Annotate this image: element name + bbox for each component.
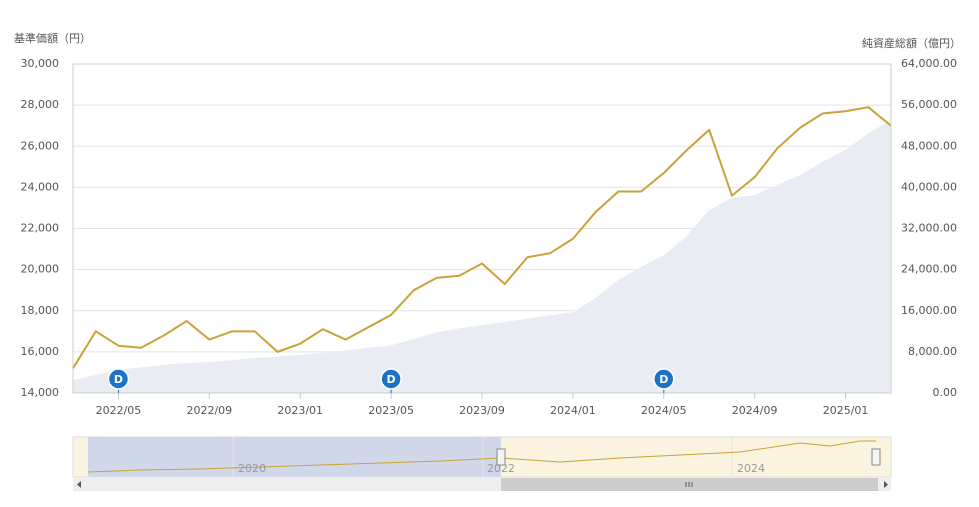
- y-tick-label: 22,000: [21, 222, 60, 235]
- y-tick-label: 16,000: [21, 345, 60, 358]
- dividend-marker: [107, 368, 130, 390]
- dividend-marker: [653, 368, 675, 390]
- x-tick-label: 2024/09: [732, 404, 778, 417]
- y2-tick-label: 16,000.00: [901, 304, 957, 317]
- y-axis-title: 基準価額（円）: [14, 31, 91, 45]
- y-tick-label: 20,000: [21, 263, 60, 276]
- dividend-label: D: [114, 373, 123, 386]
- navigator[interactable]: 2020 2022 2024: [72, 436, 892, 491]
- navigator-handle[interactable]: [496, 448, 506, 466]
- y2-tick-label: 56,000.00: [901, 98, 957, 111]
- scrollbar-grip: [685, 482, 693, 487]
- x-tick-label: 2022/09: [186, 404, 232, 417]
- navigator-label: 2020: [238, 462, 266, 475]
- navigator-handle[interactable]: [871, 448, 881, 466]
- x-tick-label: 2023/05: [368, 404, 414, 417]
- x-tick-label: 2023/09: [459, 404, 505, 417]
- navigator-label: 2024: [737, 462, 765, 475]
- navigator-label: 2022: [487, 462, 515, 475]
- y2-tick-label: 32,000.00: [901, 222, 957, 235]
- y-tick-label: 18,000: [21, 304, 60, 317]
- y2-tick-label: 40,000.00: [901, 180, 957, 193]
- y-tick-label: 26,000: [21, 139, 60, 152]
- y2-tick-label: 8,000.00: [908, 345, 957, 358]
- line: [72, 106, 892, 369]
- navigator-line: [87, 440, 876, 473]
- x-tick-label: 2025/01: [823, 404, 869, 417]
- y2-tick-label: 64,000.00: [901, 57, 957, 70]
- x-tick-label: 2024/05: [641, 404, 687, 417]
- dividend-label: D: [659, 373, 668, 386]
- y-tick-label: 28,000: [21, 98, 60, 111]
- x-tick-label: 2023/01: [277, 404, 323, 417]
- dividend-label: D: [387, 373, 396, 386]
- y2-tick-label: 0.00: [933, 386, 958, 399]
- y2-tick-label: 48,000.00: [901, 139, 957, 152]
- area: [73, 120, 891, 394]
- y2-tick-label: 24,000.00: [901, 263, 957, 276]
- y-tick-label: 24,000: [21, 180, 60, 193]
- y-tick-label: 30,000: [21, 57, 60, 70]
- dividend-marker: [380, 368, 402, 390]
- x-tick-label: 2024/01: [550, 404, 596, 417]
- y-tick-label: 14,000: [21, 386, 60, 399]
- x-tick-label: 2022/05: [96, 404, 142, 417]
- navigator-selection[interactable]: [88, 437, 501, 477]
- y2-axis-title: 純資産総額（億円）: [862, 36, 961, 50]
